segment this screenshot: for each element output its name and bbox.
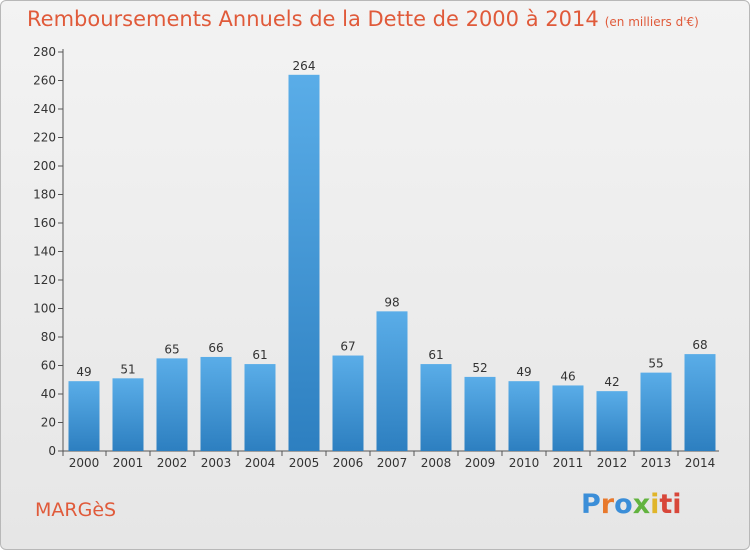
chart-labels: 2000 49 2001 51 2002 65 2003 66 2004 61 2005 264 200…	[69, 59, 716, 470]
bar-2002	[156, 358, 188, 451]
value-label-2004: 61	[252, 348, 267, 362]
x-tick-label-2002: 2002	[157, 456, 188, 470]
x-tick-label-2006: 2006	[333, 456, 364, 470]
value-label-2010: 49	[516, 365, 531, 379]
x-tick-label-2013: 2013	[641, 456, 672, 470]
x-tick-label-2014: 2014	[685, 456, 716, 470]
value-label-2006: 67	[340, 340, 355, 354]
bar-2000	[68, 381, 100, 451]
value-label-2014: 68	[692, 338, 707, 352]
bar-2008	[420, 364, 452, 451]
chart-title-text: Remboursements Annuels de la Dette de 20…	[27, 7, 599, 31]
value-label-2001: 51	[120, 362, 135, 376]
logo-letter-1: P	[581, 489, 601, 520]
bar-2011	[552, 385, 584, 451]
bar-2005	[288, 74, 320, 452]
logo-letter-5: i	[650, 489, 660, 520]
value-label-2008: 61	[428, 348, 443, 362]
y-tick-label: 0	[48, 444, 56, 458]
y-tick-label: 120	[33, 273, 56, 287]
bar-2012	[596, 391, 628, 451]
y-tick-label: 160	[33, 216, 56, 230]
y-tick-label: 180	[33, 188, 56, 202]
x-tick-label-2010: 2010	[509, 456, 540, 470]
chart-axes: 0 20 40 60 80 100 120 140 160 180 200 220 240 260 280	[33, 45, 719, 458]
logo-letter-4: x	[632, 489, 651, 520]
x-tick-label-2005: 2005	[289, 456, 320, 470]
logo-letter-2: r	[600, 489, 615, 520]
y-tick-label: 280	[33, 45, 56, 59]
logo-letter-3: o	[614, 489, 633, 520]
x-tick-label-2009: 2009	[465, 456, 496, 470]
chart-bars	[68, 74, 716, 452]
x-tick-label-2003: 2003	[201, 456, 232, 470]
x-tick-label-2008: 2008	[421, 456, 452, 470]
y-tick-label: 200	[33, 159, 56, 173]
x-tick-label-2000: 2000	[69, 456, 100, 470]
bar-2001	[112, 378, 144, 451]
value-label-2000: 49	[76, 365, 91, 379]
value-label-2002: 65	[164, 342, 179, 356]
chart-title-unit: (en milliers d'€)	[604, 15, 699, 29]
value-label-2007: 98	[384, 295, 399, 309]
bar-2007	[376, 311, 408, 451]
x-tick-label-2011: 2011	[553, 456, 584, 470]
y-tick-label: 60	[41, 359, 56, 373]
commune-name: MARGèS	[35, 499, 117, 521]
bar-2009	[464, 376, 496, 451]
y-tick-label: 40	[41, 387, 56, 401]
proxiti-logo: Proxiti	[581, 489, 682, 520]
chart-title: Remboursements Annuels de la Dette de 20…	[27, 7, 699, 31]
value-label-2012: 42	[604, 375, 619, 389]
x-tick-label-2004: 2004	[245, 456, 276, 470]
bar-2004	[244, 364, 276, 451]
bar-2010	[508, 381, 540, 451]
value-label-2003: 66	[208, 341, 223, 355]
logo-letter-6: ti	[659, 489, 682, 520]
y-tick-label: 260	[33, 74, 56, 88]
bar-2014	[684, 354, 716, 451]
y-tick-label: 240	[33, 102, 56, 116]
y-tick-label: 140	[33, 245, 56, 259]
bar-2013	[640, 372, 672, 451]
y-tick-label: 220	[33, 131, 56, 145]
x-tick-label-2012: 2012	[597, 456, 628, 470]
value-label-2011: 46	[560, 369, 575, 383]
bar-2006	[332, 355, 364, 451]
value-label-2005: 264	[293, 59, 316, 73]
y-tick-label: 80	[41, 330, 56, 344]
x-tick-label-2007: 2007	[377, 456, 408, 470]
x-tick-label-2001: 2001	[113, 456, 144, 470]
value-label-2009: 52	[472, 361, 487, 375]
value-label-2013: 55	[648, 357, 663, 371]
bar-2003	[200, 356, 232, 451]
y-tick-label: 20	[41, 416, 56, 430]
y-tick-label: 100	[33, 302, 56, 316]
